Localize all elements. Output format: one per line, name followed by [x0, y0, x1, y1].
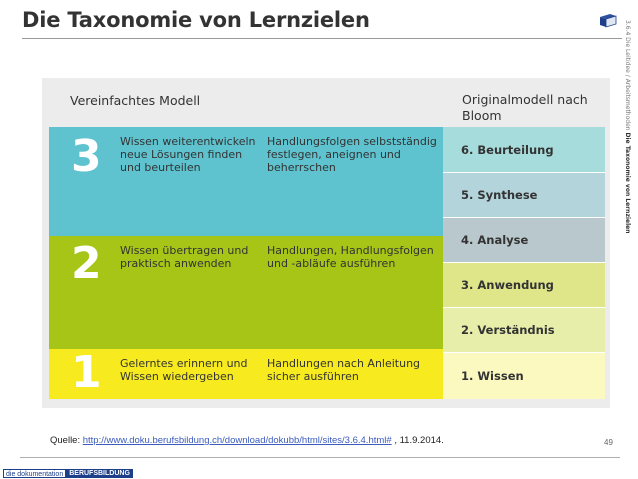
knowledge-text: Gelerntes erinnern und Wissen wiedergebe…: [120, 357, 248, 383]
side-meta-title: Die Taxonomie von Lernzielen: [624, 132, 631, 234]
action-text: Handlungen, Handlungsfolgen und -abläufe…: [267, 244, 434, 270]
source-link[interactable]: http://www.doku.berufsbildung.ch/downloa…: [82, 435, 392, 446]
side-meta: 3.6.4 Die Leitidee / Arbeitsmethoden Die…: [617, 20, 631, 233]
bloom-model-heading: Originalmodell nach Bloom: [462, 92, 588, 123]
bloom-level-6: 6. Beurteilung: [443, 127, 605, 173]
bloom-level-5: 5. Synthese: [443, 173, 605, 218]
header-divider: [22, 38, 622, 39]
level-band-1: 1 Gelerntes erinnern und Wissen wiederge…: [49, 349, 443, 399]
simplified-model-heading: Vereinfachtes Modell: [70, 93, 201, 108]
action-text: Handlungen nach Anleitung sicher ausführ…: [267, 357, 421, 383]
logo-right-text: BERUFSBILDUNG: [66, 469, 133, 478]
side-meta-prefix: 3.6.4 Die Leitidee / Arbeitsmethoden: [624, 20, 631, 131]
page-title: Die Taxonomie von Lernzielen: [22, 8, 370, 32]
logo-left-text: die dokumentation: [3, 469, 67, 478]
level-number: 3: [71, 131, 102, 182]
source-date: , 11.9.2014.: [391, 435, 444, 446]
level-number: 2: [71, 238, 102, 289]
book-icon: [600, 14, 617, 28]
level-number: 1: [71, 347, 102, 398]
footer-divider: [20, 457, 620, 458]
bloom-level-1: 1. Wissen: [443, 353, 605, 399]
page-number: 49: [604, 438, 613, 447]
bloom-level-4: 4. Analyse: [443, 218, 605, 263]
level-band-2: 2 Wissen übertragen und praktisch anwend…: [49, 236, 443, 349]
knowledge-text: Wissen weiterentwickeln neue Lösungen fi…: [120, 135, 256, 174]
bloom-level-2: 2. Verständnis: [443, 308, 605, 353]
level-band-3: 3 Wissen weiterentwickeln neue Lösungen …: [49, 127, 443, 236]
bloom-level-3: 3. Anwendung: [443, 263, 605, 308]
source-prefix: Quelle:: [50, 435, 83, 446]
publisher-logo: die dokumentation BERUFSBILDUNG: [3, 469, 133, 478]
source-note: Quelle: http://www.doku.berufsbildung.ch…: [50, 435, 444, 446]
action-text: Handlungsfolgen selbstständig festlegen,…: [267, 135, 437, 174]
knowledge-text: Wissen übertragen und praktisch anwenden: [120, 244, 249, 270]
